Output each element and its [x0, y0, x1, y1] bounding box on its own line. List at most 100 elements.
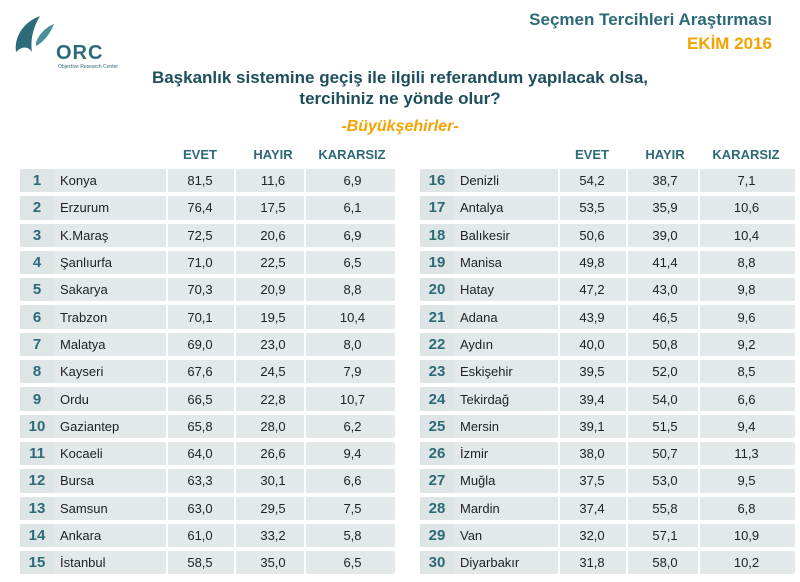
evet-cell: 63,0: [187, 500, 213, 516]
column-divider: [558, 523, 560, 548]
column-divider: [558, 332, 560, 357]
column-divider: [304, 360, 306, 384]
column-divider: [234, 441, 236, 466]
table-row: 20 Hatay 47,2 43,0 9,8: [420, 276, 795, 303]
rank-cell: 17: [420, 196, 454, 220]
kararsiz-cell: 6,5: [343, 555, 362, 571]
orc-logo: ORC Objective Research Center: [10, 12, 120, 70]
rank-cell: 22: [420, 332, 454, 357]
column-divider: [304, 250, 306, 275]
row-background: [420, 305, 795, 329]
table-header: EVET HAYIR KARARSIZ: [20, 140, 395, 167]
column-divider: [626, 414, 628, 438]
evet-cell: 81,5: [187, 173, 213, 189]
table-row: 8 Kayseri 67,6 24,5 7,9: [20, 358, 395, 385]
evet-cell: 39,5: [579, 364, 605, 380]
evet-cell: 72,5: [187, 227, 213, 243]
hayir-cell: 51,5: [652, 418, 678, 434]
hayir-cell: 24,5: [260, 364, 286, 380]
table-row: 14 Ankara 61,0 33,2 5,8: [20, 522, 395, 549]
rank-cell: 25: [420, 414, 454, 438]
evet-cell: 43,9: [579, 309, 605, 325]
question-line-1: Başkanlık sistemine geçiş ile ilgili ref…: [151, 68, 649, 87]
column-divider: [304, 387, 306, 411]
column-divider: [234, 278, 236, 302]
column-divider: [698, 387, 700, 411]
column-divider: [304, 469, 306, 493]
column-divider: [304, 196, 306, 220]
table-row: 5 Sakarya 70,3 20,9 8,8: [20, 276, 395, 303]
rank-cell: 13: [20, 496, 54, 520]
city-cell: Balıkesir: [460, 227, 510, 243]
kararsiz-cell: 7,5: [343, 500, 362, 516]
kararsiz-cell: 6,6: [737, 391, 756, 407]
column-divider: [234, 551, 236, 575]
row-background: [420, 523, 795, 548]
column-divider: [626, 387, 628, 411]
evet-cell: 67,6: [187, 364, 213, 380]
table-row: 17 Antalya 53,5 35,9 10,6: [420, 194, 795, 221]
column-divider: [698, 196, 700, 220]
column-divider: [698, 332, 700, 357]
rank-cell: 7: [20, 332, 54, 357]
city-cell: Muğla: [460, 473, 496, 489]
kararsiz-cell: 9,4: [737, 418, 756, 434]
kararsiz-cell: 9,4: [343, 446, 362, 462]
rank-cell: 9: [20, 387, 54, 411]
kararsiz-cell: 9,2: [737, 336, 756, 352]
hayir-cell: 39,0: [652, 227, 678, 243]
city-cell: K.Maraş: [60, 227, 109, 243]
row-background: [20, 441, 395, 466]
survey-title: Seçmen Tercihleri Araştırması: [529, 10, 772, 29]
table-row: 21 Adana 43,9 46,5 9,6: [420, 303, 795, 330]
city-cell: Aydın: [460, 336, 494, 352]
column-divider: [558, 169, 560, 193]
city-cell: Denizli: [460, 173, 500, 189]
row-background: [420, 441, 795, 466]
table-header: EVET HAYIR KARARSIZ: [420, 140, 795, 167]
table-row: 12 Bursa 63,3 30,1 6,6: [20, 467, 395, 494]
hayir-cell: 30,1: [260, 473, 286, 489]
column-divider: [626, 250, 628, 275]
rank-cell: 8: [20, 360, 54, 384]
column-divider: [698, 305, 700, 329]
rank-cell: 14: [20, 523, 54, 548]
table-row: 19 Manisa 49,8 41,4 8,8: [420, 249, 795, 276]
kararsiz-cell: 6,1: [343, 200, 362, 216]
hayir-cell: 28,0: [260, 418, 286, 434]
evet-cell: 53,5: [579, 200, 605, 216]
table-row: 18 Balıkesir 50,6 39,0 10,4: [420, 222, 795, 249]
rank-cell: 15: [20, 551, 54, 575]
hayir-cell: 23,0: [260, 336, 286, 352]
row-background: [420, 196, 795, 220]
rank-cell: 29: [420, 523, 454, 548]
kararsiz-cell: 6,9: [343, 173, 362, 189]
logo-text: ORC: [56, 42, 104, 64]
city-cell: İzmir: [460, 446, 489, 462]
evet-cell: 39,4: [579, 391, 605, 407]
table-row: 27 Muğla 37,5 53,0 9,5: [420, 467, 795, 494]
table-row: 16 Denizli 54,2 38,7 7,1: [420, 167, 795, 194]
column-divider: [626, 360, 628, 384]
table-row: 10 Gaziantep 65,8 28,0 6,2: [20, 413, 395, 440]
column-divider: [304, 441, 306, 466]
city-cell: Samsun: [60, 500, 108, 516]
kararsiz-cell: 6,9: [343, 227, 362, 243]
column-divider: [166, 250, 168, 275]
column-divider: [166, 496, 168, 520]
column-divider: [626, 469, 628, 493]
row-background: [20, 469, 395, 493]
hayir-cell: 17,5: [260, 200, 286, 216]
column-divider: [166, 196, 168, 220]
hayir-cell: 50,7: [652, 446, 678, 462]
row-background: [20, 196, 395, 220]
kararsiz-cell: 8,0: [343, 336, 362, 352]
table-row: 11 Kocaeli 64,0 26,6 9,4: [20, 440, 395, 467]
hayir-cell: 58,0: [652, 555, 678, 571]
column-divider: [166, 305, 168, 329]
column-divider: [304, 551, 306, 575]
column-divider: [698, 496, 700, 520]
column-divider: [304, 305, 306, 329]
question-line-2: tercihiniz ne yönde olur?: [299, 89, 501, 108]
rank-cell: 4: [20, 250, 54, 275]
